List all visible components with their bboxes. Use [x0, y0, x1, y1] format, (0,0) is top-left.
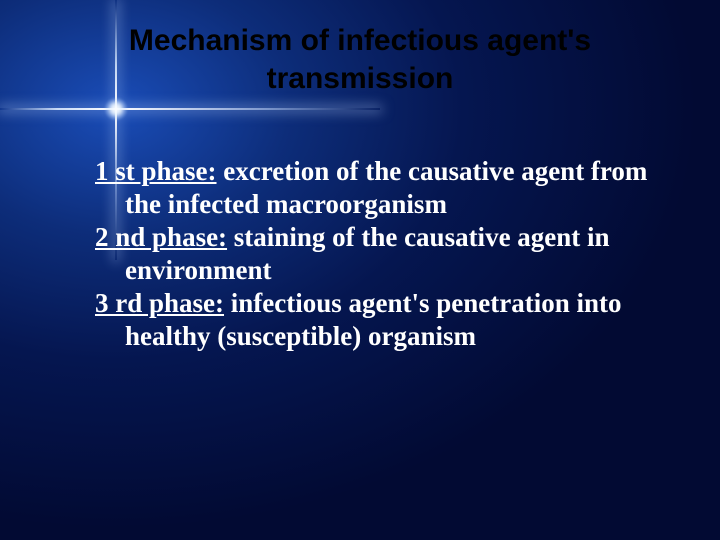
phase-item: 1 st phase: excretion of the causative a…	[95, 155, 655, 221]
phase-label: 3 rd phase:	[95, 288, 224, 318]
slide-body: 1 st phase: excretion of the causative a…	[95, 155, 655, 353]
lens-flare-horizontal	[0, 108, 380, 110]
slide: Mechanism of infectious agent's transmis…	[0, 0, 720, 540]
phase-label: 2 nd phase:	[95, 222, 227, 252]
slide-title: Mechanism of infectious agent's transmis…	[0, 22, 720, 97]
phase-label: 1 st phase:	[95, 156, 217, 186]
lens-flare-core	[105, 98, 127, 120]
phase-item: 3 rd phase: infectious agent's penetrati…	[95, 287, 655, 353]
phase-item: 2 nd phase: staining of the causative ag…	[95, 221, 655, 287]
